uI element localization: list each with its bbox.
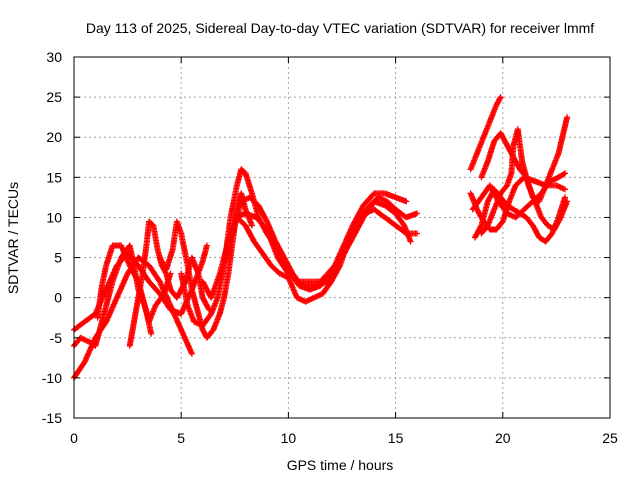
y-tick-label: -10 bbox=[42, 370, 62, 386]
y-tick-label: 25 bbox=[46, 89, 62, 105]
y-tick-label: 15 bbox=[46, 169, 62, 185]
series-g bbox=[178, 166, 410, 329]
x-axis-label: GPS time / hours bbox=[287, 457, 394, 473]
y-tick-label: -15 bbox=[42, 410, 62, 426]
series-markers bbox=[471, 186, 568, 245]
series-j bbox=[231, 198, 414, 285]
series-markers bbox=[94, 242, 155, 337]
series-d bbox=[94, 242, 155, 337]
x-tick-label: 5 bbox=[177, 430, 185, 446]
series-e bbox=[126, 218, 213, 349]
x-tick-label: 25 bbox=[602, 430, 618, 446]
series-o bbox=[471, 186, 568, 245]
y-tick-label: 30 bbox=[46, 49, 62, 65]
x-tick-label: 15 bbox=[388, 430, 404, 446]
y-tick-label: -5 bbox=[50, 330, 63, 346]
series-markers bbox=[469, 170, 568, 221]
y-tick-label: 20 bbox=[46, 129, 62, 145]
y-tick-label: 10 bbox=[46, 209, 62, 225]
series-k bbox=[467, 94, 504, 173]
axis-ticks: -15 -10 -5 0 5 10 15 20 25 30 0 5 10 15 20 25 bbox=[42, 49, 618, 446]
series-p bbox=[469, 170, 568, 221]
y-tick-label: 0 bbox=[54, 290, 62, 306]
x-tick-label: 0 bbox=[70, 430, 78, 446]
x-tick-label: 10 bbox=[281, 430, 297, 446]
plot-border bbox=[73, 56, 611, 419]
series-markers bbox=[467, 94, 504, 173]
chart-title: Day 113 of 2025, Sidereal Day-to-day VTE… bbox=[86, 20, 594, 36]
series-markers bbox=[231, 198, 414, 285]
series-markers bbox=[126, 218, 213, 349]
series-markers bbox=[178, 166, 410, 329]
x-tick-label: 20 bbox=[495, 430, 511, 446]
data-points bbox=[71, 94, 571, 381]
y-axis-label: SDTVAR / TECUs bbox=[5, 182, 21, 294]
y-tick-label: 5 bbox=[54, 250, 62, 266]
